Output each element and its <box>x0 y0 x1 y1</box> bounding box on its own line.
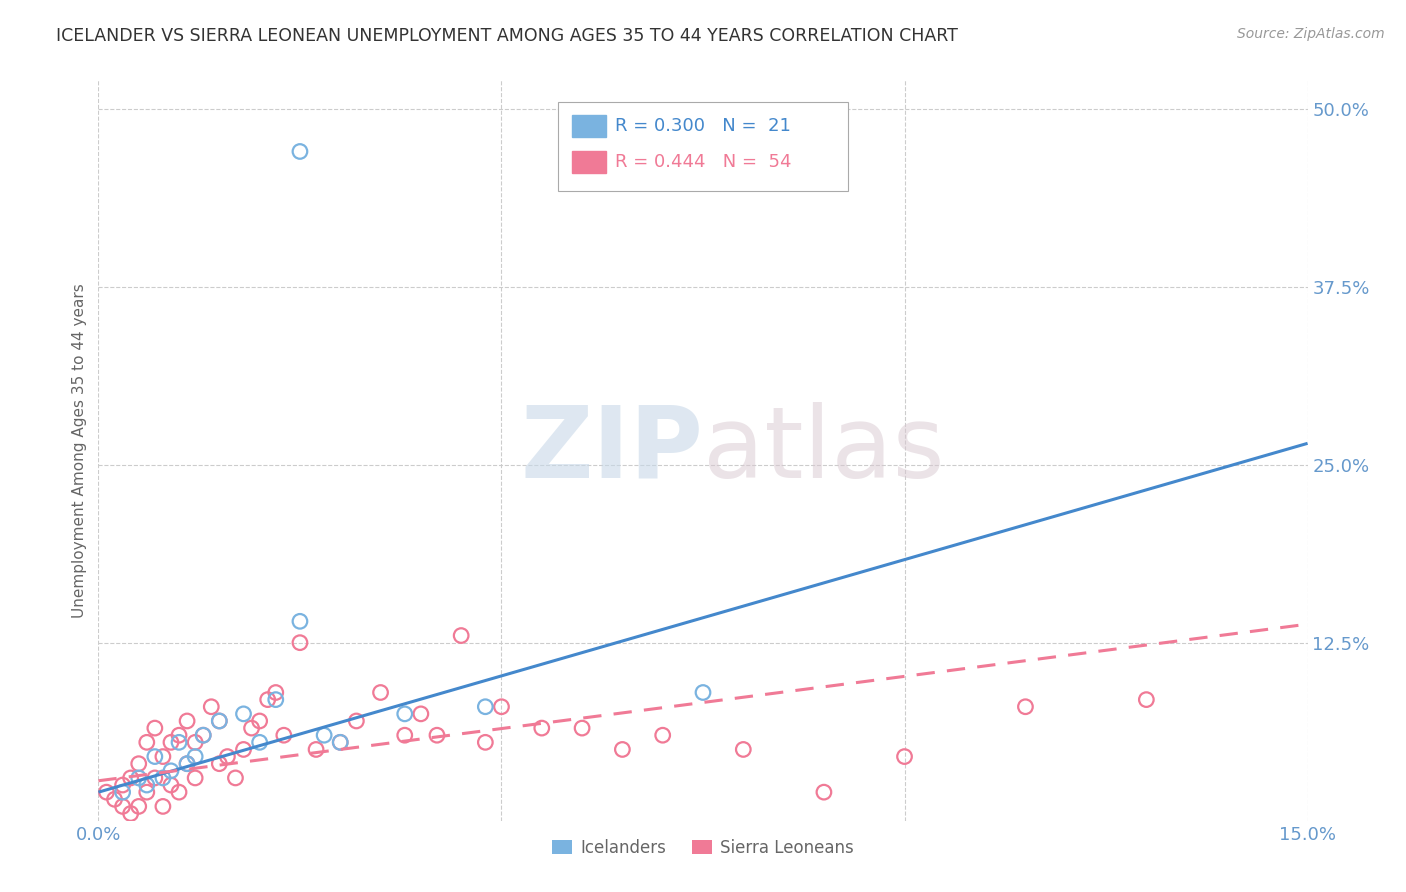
Point <box>491 699 513 714</box>
Point <box>176 714 198 728</box>
Point <box>160 764 183 778</box>
Point <box>344 714 367 728</box>
Point <box>111 785 134 799</box>
Point <box>111 778 134 792</box>
Point <box>128 771 150 785</box>
Point <box>167 735 190 749</box>
Point <box>160 778 183 792</box>
Point <box>232 706 254 721</box>
Text: Source: ZipAtlas.com: Source: ZipAtlas.com <box>1237 27 1385 41</box>
Text: ICELANDER VS SIERRA LEONEAN UNEMPLOYMENT AMONG AGES 35 TO 44 YEARS CORRELATION C: ICELANDER VS SIERRA LEONEAN UNEMPLOYMENT… <box>56 27 957 45</box>
Point <box>450 628 472 642</box>
Point <box>120 806 142 821</box>
Point <box>370 685 392 699</box>
Point <box>651 728 673 742</box>
Point <box>167 785 190 799</box>
Point <box>135 778 157 792</box>
Y-axis label: Unemployment Among Ages 35 to 44 years: Unemployment Among Ages 35 to 44 years <box>72 283 87 618</box>
Point <box>208 756 231 771</box>
Point <box>249 714 271 728</box>
Point <box>733 742 755 756</box>
Point <box>394 706 416 721</box>
Text: atlas: atlas <box>703 402 945 499</box>
Point <box>135 785 157 799</box>
Point <box>103 792 125 806</box>
Text: R = 0.444   N =  54: R = 0.444 N = 54 <box>614 153 792 170</box>
Point <box>232 742 254 756</box>
Text: ZIP: ZIP <box>520 402 703 499</box>
Point <box>288 145 311 159</box>
Point <box>111 799 134 814</box>
Point <box>305 742 328 756</box>
Point <box>184 749 207 764</box>
Point <box>120 771 142 785</box>
Point <box>152 771 174 785</box>
Text: R = 0.300   N =  21: R = 0.300 N = 21 <box>614 117 790 136</box>
Point <box>288 615 311 629</box>
Point <box>1135 692 1157 706</box>
Point <box>426 728 449 742</box>
Point <box>474 699 496 714</box>
FancyBboxPatch shape <box>558 103 848 191</box>
Point <box>135 735 157 749</box>
Point <box>240 721 263 735</box>
FancyBboxPatch shape <box>572 151 606 173</box>
Point <box>128 756 150 771</box>
Point <box>409 706 432 721</box>
Point <box>264 692 287 706</box>
Point <box>200 699 222 714</box>
Point <box>256 692 278 706</box>
Point <box>273 728 295 742</box>
Point <box>394 728 416 742</box>
Point <box>329 735 352 749</box>
Point <box>160 735 183 749</box>
Point <box>893 749 915 764</box>
Point <box>314 728 336 742</box>
Point <box>329 735 352 749</box>
Point <box>264 685 287 699</box>
Point <box>571 721 593 735</box>
Point <box>193 728 215 742</box>
Point <box>128 799 150 814</box>
Point <box>692 685 714 699</box>
Point <box>224 771 246 785</box>
Point <box>193 728 215 742</box>
Point <box>152 799 174 814</box>
Point <box>288 635 311 649</box>
Point <box>143 721 166 735</box>
Point <box>612 742 634 756</box>
Point <box>813 785 835 799</box>
Point <box>208 714 231 728</box>
Point <box>474 735 496 749</box>
Point <box>184 771 207 785</box>
Point <box>176 756 198 771</box>
FancyBboxPatch shape <box>572 115 606 137</box>
Point <box>208 714 231 728</box>
Point <box>143 749 166 764</box>
Point <box>152 749 174 764</box>
Point <box>530 721 553 735</box>
Point <box>143 771 166 785</box>
Point <box>167 728 190 742</box>
Legend: Icelanders, Sierra Leoneans: Icelanders, Sierra Leoneans <box>553 838 853 856</box>
Point <box>249 735 271 749</box>
Point <box>184 735 207 749</box>
Point <box>217 749 239 764</box>
Point <box>1014 699 1036 714</box>
Point <box>96 785 118 799</box>
Point <box>176 756 198 771</box>
